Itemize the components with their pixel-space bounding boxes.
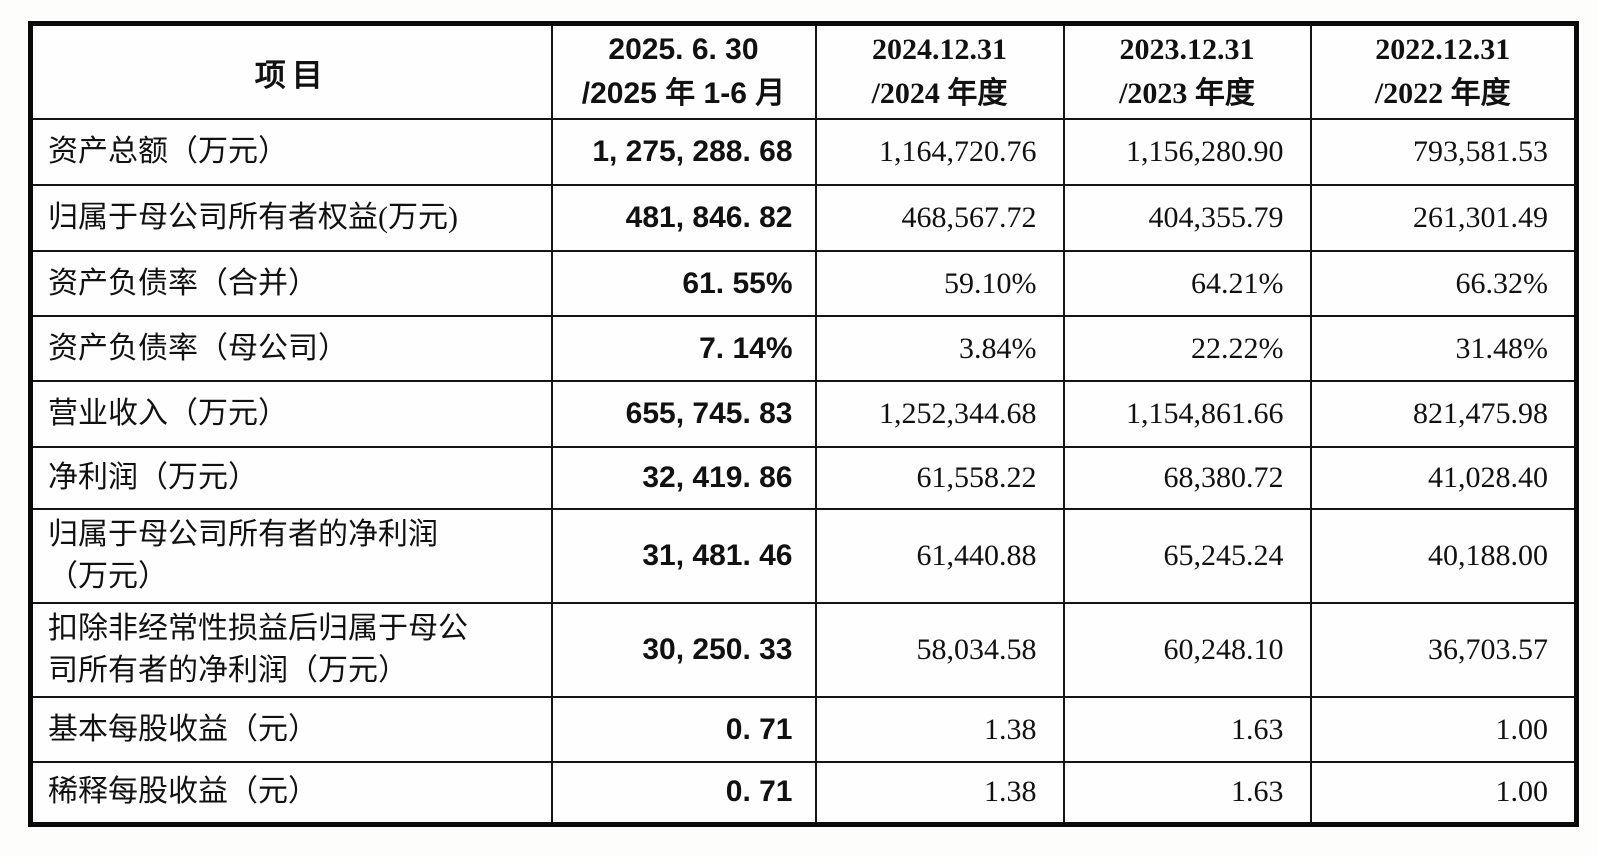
column-header-period-2025: 2025. 6. 30 /2025 年 1-6 月 xyxy=(550,22,817,120)
cell-value-2024: 61,558.22 xyxy=(814,446,1065,510)
cell-value-2025: 655, 745. 83 xyxy=(550,380,817,448)
period-date: 2024.12.31 xyxy=(872,33,1007,66)
row-deducted-net-profit: 扣除非经常性损益后归属于母公司所有者的净利润（万元） 30, 250. 33 5… xyxy=(29,602,1578,698)
row-debt-ratio-consolidated: 资产负债率（合并） 61. 55% 59.10% 64.21% 66.32% xyxy=(29,250,1578,317)
cell-value-2022: 31.48% xyxy=(1309,315,1578,382)
row-parent-net-profit: 归属于母公司所有者的净利润（万元） 31, 481. 46 61,440.88 … xyxy=(29,508,1578,604)
cell-value-2023: 65,245.24 xyxy=(1062,508,1312,604)
column-header-period-2023: 2023.12.31 /2023 年度 xyxy=(1062,22,1312,120)
cell-label: 营业收入（万元） xyxy=(29,380,553,448)
cell-value-2025: 32, 419. 86 xyxy=(550,446,817,510)
cell-value-2024: 1,164,720.76 xyxy=(814,118,1065,186)
period-range: /2024 年度 xyxy=(871,77,1008,110)
period-date: 2022.12.31 xyxy=(1375,33,1511,66)
table-body: 资产总额（万元） 1, 275, 288. 68 1,164,720.76 1,… xyxy=(29,118,1578,825)
cell-value-2022: 1.00 xyxy=(1309,761,1578,825)
cell-value-2025: 7. 14% xyxy=(550,315,817,382)
column-header-period-2022: 2022.12.31 /2022 年度 xyxy=(1309,22,1578,120)
column-header-item: 项目 xyxy=(29,22,553,120)
cell-label: 稀释每股收益（元） xyxy=(29,761,553,825)
cell-label: 净利润（万元） xyxy=(29,446,553,510)
cell-label: 基本每股收益（元） xyxy=(29,696,553,763)
period-range: /2023 年度 xyxy=(1119,77,1255,110)
cell-value-2023: 1.63 xyxy=(1062,696,1312,763)
cell-label: 资产总额（万元） xyxy=(29,118,553,186)
cell-value-2025: 0. 71 xyxy=(550,696,817,763)
cell-label: 资产负债率（合并） xyxy=(29,250,553,317)
cell-value-2022: 66.32% xyxy=(1309,250,1578,317)
cell-value-2023: 1,156,280.90 xyxy=(1062,118,1312,186)
cell-label: 归属于母公司所有者权益(万元) xyxy=(29,184,553,252)
cell-value-2022: 36,703.57 xyxy=(1309,602,1578,698)
cell-value-2023: 64.21% xyxy=(1062,250,1312,317)
row-basic-eps: 基本每股收益（元） 0. 71 1.38 1.63 1.00 xyxy=(29,696,1578,763)
row-net-profit: 净利润（万元） 32, 419. 86 61,558.22 68,380.72 … xyxy=(29,446,1578,510)
cell-value-2024: 468,567.72 xyxy=(814,184,1065,252)
cell-label: 资产负债率（母公司） xyxy=(29,315,553,382)
period-range: /2025 年 1-6 月 xyxy=(581,77,786,110)
header-row: 项目 2025. 6. 30 /2025 年 1-6 月 2024.12.31 … xyxy=(29,22,1578,120)
cell-value-2023: 1,154,861.66 xyxy=(1062,380,1312,448)
cell-label: 扣除非经常性损益后归属于母公司所有者的净利润（万元） xyxy=(29,602,553,698)
cell-value-2025: 31, 481. 46 xyxy=(550,508,817,604)
cell-value-2025: 61. 55% xyxy=(550,250,817,317)
column-header-period-2024: 2024.12.31 /2024 年度 xyxy=(814,22,1065,120)
cell-value-2023: 1.63 xyxy=(1062,761,1312,825)
cell-value-2022: 793,581.53 xyxy=(1309,118,1578,186)
row-parent-equity: 归属于母公司所有者权益(万元) 481, 846. 82 468,567.72 … xyxy=(29,184,1578,252)
cell-value-2022: 40,188.00 xyxy=(1309,508,1578,604)
cell-value-2022: 1.00 xyxy=(1309,696,1578,763)
cell-value-2022: 41,028.40 xyxy=(1309,446,1578,510)
cell-value-2025: 481, 846. 82 xyxy=(550,184,817,252)
row-diluted-eps: 稀释每股收益（元） 0. 71 1.38 1.63 1.00 xyxy=(29,761,1578,825)
cell-value-2025: 0. 71 xyxy=(550,761,817,825)
cell-value-2025: 1, 275, 288. 68 xyxy=(550,118,817,186)
cell-value-2024: 1,252,344.68 xyxy=(814,380,1065,448)
cell-value-2023: 68,380.72 xyxy=(1062,446,1312,510)
period-date: 2023.12.31 xyxy=(1119,33,1255,66)
cell-value-2025: 30, 250. 33 xyxy=(550,602,817,698)
cell-value-2023: 404,355.79 xyxy=(1062,184,1312,252)
cell-label: 归属于母公司所有者的净利润（万元） xyxy=(29,508,553,604)
cell-value-2024: 1.38 xyxy=(814,696,1065,763)
cell-value-2024: 59.10% xyxy=(814,250,1065,317)
cell-value-2024: 58,034.58 xyxy=(814,602,1065,698)
cell-value-2022: 261,301.49 xyxy=(1309,184,1578,252)
table-header: 项目 2025. 6. 30 /2025 年 1-6 月 2024.12.31 … xyxy=(29,22,1578,120)
row-total-assets: 资产总额（万元） 1, 275, 288. 68 1,164,720.76 1,… xyxy=(29,118,1578,186)
cell-value-2023: 60,248.10 xyxy=(1062,602,1312,698)
cell-value-2024: 1.38 xyxy=(814,761,1065,825)
cell-value-2024: 61,440.88 xyxy=(814,508,1065,604)
period-date: 2025. 6. 30 xyxy=(608,33,759,66)
cell-value-2022: 821,475.98 xyxy=(1309,380,1578,448)
period-range: /2022 年度 xyxy=(1374,77,1511,110)
financial-summary-table: 项目 2025. 6. 30 /2025 年 1-6 月 2024.12.31 … xyxy=(28,21,1579,827)
row-revenue: 营业收入（万元） 655, 745. 83 1,252,344.68 1,154… xyxy=(29,380,1578,448)
row-debt-ratio-parent: 资产负债率（母公司） 7. 14% 3.84% 22.22% 31.48% xyxy=(29,315,1578,382)
cell-value-2023: 22.22% xyxy=(1062,315,1312,382)
cell-value-2024: 3.84% xyxy=(814,315,1065,382)
